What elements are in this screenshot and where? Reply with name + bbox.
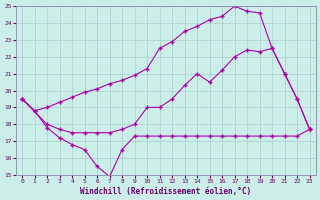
X-axis label: Windchill (Refroidissement éolien,°C): Windchill (Refroidissement éolien,°C) — [80, 187, 252, 196]
